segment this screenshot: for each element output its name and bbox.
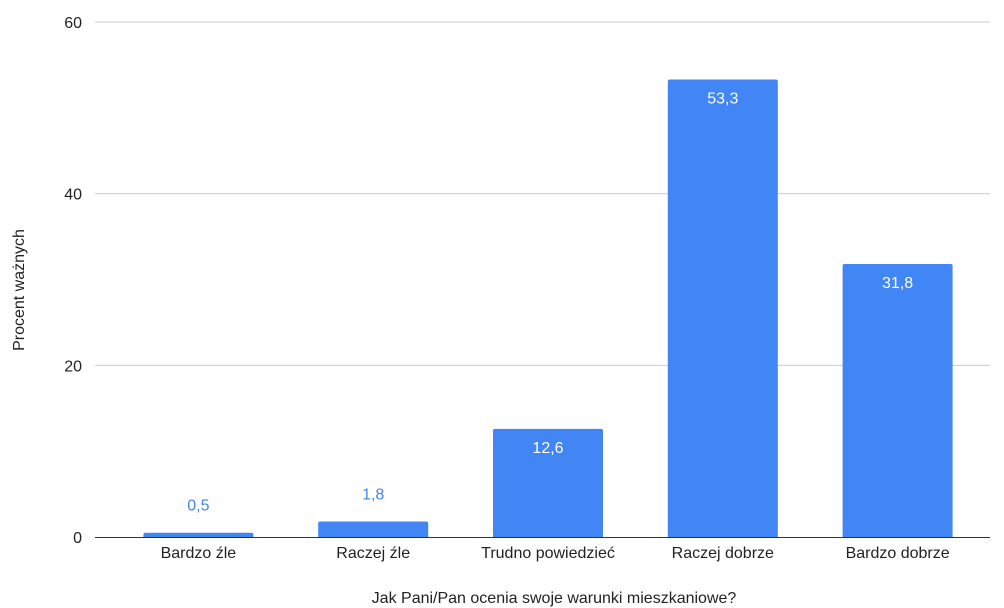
bar: [667, 79, 778, 537]
x-category-label: Bardzo źle: [161, 545, 237, 562]
x-category-label: Bardzo dobrze: [846, 545, 950, 562]
y-axis-title: Procent ważnych: [11, 229, 28, 351]
bar: [318, 521, 429, 537]
bars: [143, 79, 953, 537]
x-axis-title: Jak Pani/Pan ocenia swoje warunki mieszk…: [372, 590, 737, 607]
bar-value-label: 53,3: [707, 91, 738, 108]
x-category-label: Raczej dobrze: [672, 545, 774, 562]
bar-value-label: 1,8: [362, 487, 384, 504]
x-axis-categories: Bardzo źle Raczej źle Trudno powiedzieć Rac…: [161, 545, 950, 562]
bar-value-label: 31,8: [882, 275, 913, 292]
y-tick-label: 40: [64, 187, 82, 204]
x-category-label: Raczej źle: [336, 545, 410, 562]
x-category-label: Trudno powiedzieć: [481, 545, 615, 562]
bar: [842, 264, 953, 537]
y-tick-label: 20: [64, 358, 82, 375]
gridlines: [95, 21, 990, 366]
bar-value-label: 0,5: [187, 498, 209, 515]
bar-value-labels: 0,5 1,8 12,6 53,3 31,8: [187, 91, 913, 515]
bar-value-label: 12,6: [532, 440, 563, 457]
bar: [143, 532, 254, 537]
y-tick-label: 0: [73, 530, 82, 547]
y-axis-ticks: 0 20 40 60: [64, 15, 82, 547]
bar: [493, 428, 603, 537]
y-tick-label: 60: [64, 15, 82, 32]
